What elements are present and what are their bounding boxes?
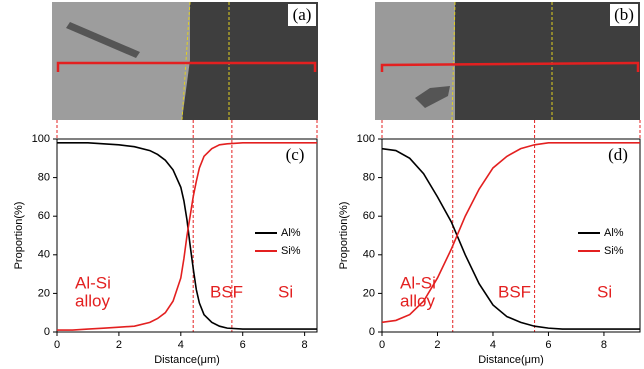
region-label: alloy — [75, 291, 110, 310]
image-label: (a) — [293, 5, 312, 24]
legend-label: Si% — [604, 245, 624, 257]
figure: (a)02040608010002468Distance(μm)Proporti… — [0, 0, 644, 369]
y-tick-label: 80 — [363, 172, 375, 184]
y-tick-label: 40 — [38, 249, 50, 261]
y-tick-label: 80 — [38, 172, 50, 184]
panel-label: (d) — [608, 145, 628, 164]
y-tick-label: 0 — [369, 326, 375, 338]
x-tick-label: 8 — [601, 339, 607, 351]
region-label: BSF — [210, 282, 243, 301]
y-tick-label: 40 — [363, 249, 375, 261]
region-label: Si — [278, 282, 293, 301]
legend-label: Al% — [281, 227, 301, 239]
sem-image-b — [375, 2, 640, 120]
y-tick-label: 60 — [38, 210, 50, 222]
panel-label: (c) — [286, 145, 305, 164]
legend-label: Si% — [281, 245, 301, 257]
region-label: alloy — [400, 291, 435, 310]
sem-image-a — [52, 2, 318, 120]
x-tick-label: 6 — [545, 339, 551, 351]
region-label: BSF — [498, 282, 531, 301]
image-label: (b) — [614, 5, 634, 24]
region-label: Si — [597, 282, 612, 301]
x-axis-label: Distance(μm) — [154, 354, 220, 366]
y-tick-label: 100 — [357, 133, 375, 145]
region-label: Al-Si — [75, 273, 111, 292]
x-tick-label: 4 — [178, 339, 184, 351]
y-axis-label: Proportion(%) — [13, 202, 25, 270]
y-tick-label: 60 — [363, 210, 375, 222]
x-tick-label: 0 — [379, 339, 385, 351]
x-tick-label: 8 — [302, 339, 308, 351]
x-tick-label: 2 — [116, 339, 122, 351]
y-tick-label: 20 — [38, 287, 50, 299]
legend-label: Al% — [604, 227, 624, 239]
region-label: Al-Si — [400, 273, 436, 292]
x-tick-label: 0 — [54, 339, 60, 351]
x-tick-label: 6 — [240, 339, 246, 351]
x-tick-label: 4 — [490, 339, 496, 351]
y-axis-label: Proportion(%) — [338, 202, 350, 270]
x-tick-label: 2 — [434, 339, 440, 351]
y-tick-label: 20 — [363, 287, 375, 299]
y-tick-label: 100 — [32, 133, 50, 145]
x-axis-label: Distance(μm) — [478, 354, 544, 366]
y-tick-label: 0 — [44, 326, 50, 338]
